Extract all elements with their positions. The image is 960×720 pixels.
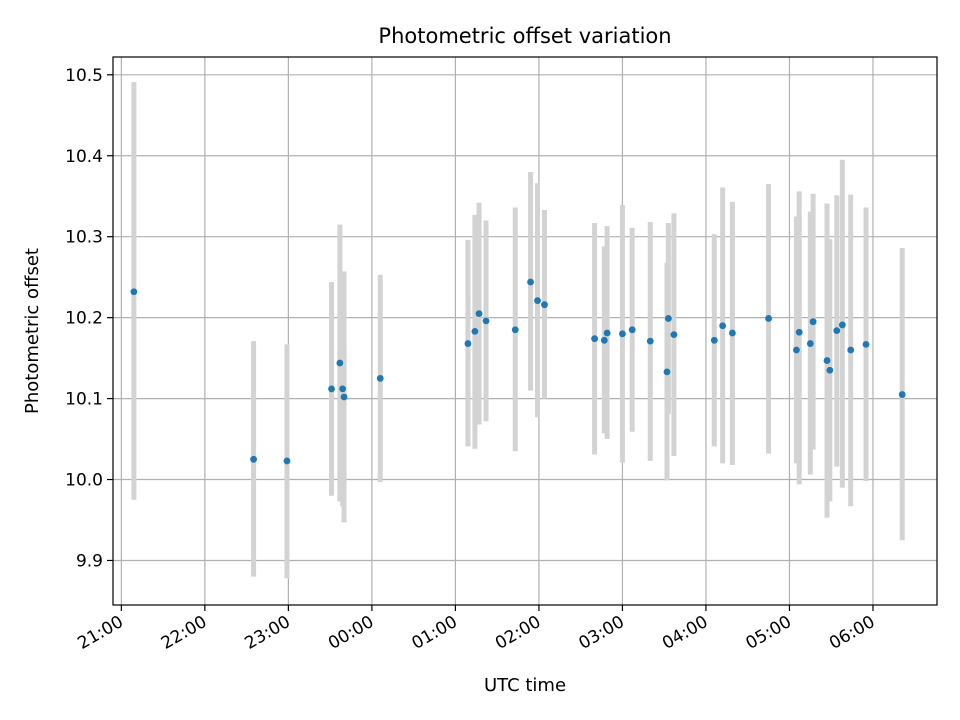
y-axis: 9.9 10.0 10.1 10.2 10.3 10.4 10.5	[65, 66, 113, 571]
data-point	[541, 301, 548, 309]
y-tick-label: 10.3	[65, 228, 103, 248]
data-point	[482, 317, 490, 325]
y-tick-label: 10.1	[65, 390, 103, 410]
data-point	[511, 326, 519, 334]
data-point	[728, 329, 736, 337]
data-point	[471, 328, 479, 335]
data-point	[283, 457, 291, 465]
chart-title: Photometric offset variation	[378, 24, 671, 48]
y-axis-title: Photometric offset	[22, 248, 43, 414]
data-point	[628, 326, 636, 334]
data-point	[710, 336, 718, 344]
data-point	[619, 330, 626, 338]
data-point	[603, 329, 611, 337]
y-tick-label: 10.2	[65, 309, 103, 329]
data-point	[591, 335, 598, 343]
data-point	[340, 393, 348, 401]
data-point	[475, 310, 483, 317]
data-point	[250, 455, 257, 463]
y-tick-label: 10.4	[65, 147, 103, 167]
data-point	[464, 340, 472, 347]
data-point	[833, 327, 841, 334]
data-point	[376, 374, 384, 382]
data-point	[130, 288, 138, 296]
data-point	[765, 315, 772, 322]
data-point	[719, 322, 727, 330]
y-tick-label: 10.5	[65, 66, 103, 86]
data-point	[534, 297, 541, 305]
data-point	[809, 318, 817, 326]
data-point	[826, 366, 834, 374]
data-point	[795, 328, 803, 336]
y-tick-label: 9.9	[76, 551, 103, 571]
data-point	[847, 346, 855, 354]
data-point	[862, 340, 870, 348]
y-tick-label: 10.0	[65, 471, 103, 491]
data-point	[664, 315, 672, 322]
data-point	[600, 336, 608, 344]
plot-frame	[112, 56, 938, 606]
data-point	[646, 337, 654, 345]
data-point	[670, 331, 678, 339]
data-point	[663, 368, 671, 376]
data-point	[339, 385, 347, 393]
data-point	[838, 321, 846, 329]
data-point	[328, 385, 335, 393]
data-point	[793, 346, 800, 354]
data-points	[130, 278, 906, 465]
x-axis-title: UTC time	[484, 675, 566, 696]
data-point	[527, 278, 534, 286]
data-point	[336, 359, 344, 367]
data-point	[823, 357, 831, 364]
data-point	[898, 391, 906, 398]
data-point	[806, 340, 814, 347]
